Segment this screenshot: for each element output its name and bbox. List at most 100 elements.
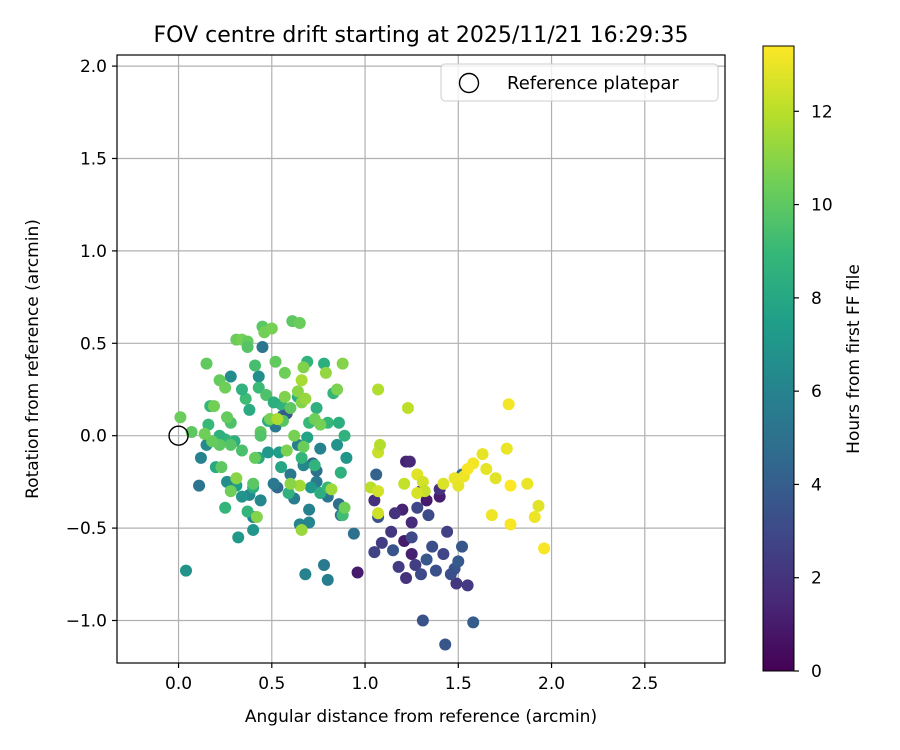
data-point bbox=[224, 370, 237, 383]
data-point bbox=[331, 438, 344, 451]
data-point bbox=[256, 340, 269, 353]
data-point bbox=[207, 400, 220, 413]
data-point bbox=[521, 477, 534, 490]
data-point bbox=[202, 418, 215, 431]
data-point bbox=[295, 374, 308, 387]
colorbar-tick-label: 12 bbox=[811, 102, 833, 122]
x-tick-label: 2.5 bbox=[631, 674, 658, 694]
data-point bbox=[411, 486, 424, 499]
data-point bbox=[368, 546, 381, 559]
data-point bbox=[180, 564, 193, 577]
data-point bbox=[331, 383, 344, 396]
data-point bbox=[174, 411, 187, 424]
data-point bbox=[252, 381, 265, 394]
data-point bbox=[387, 544, 400, 557]
y-tick-label: 0.5 bbox=[80, 334, 107, 354]
data-point bbox=[422, 509, 435, 522]
data-point bbox=[347, 527, 360, 540]
data-point bbox=[267, 477, 280, 490]
data-point bbox=[200, 357, 213, 370]
data-point bbox=[293, 316, 306, 329]
data-point bbox=[504, 479, 517, 492]
data-point bbox=[489, 472, 502, 485]
data-points bbox=[168, 315, 551, 651]
data-point bbox=[254, 494, 267, 507]
data-point bbox=[372, 383, 385, 396]
y-tick-label: 0.0 bbox=[80, 427, 107, 447]
data-point bbox=[295, 523, 308, 536]
data-point bbox=[467, 457, 480, 470]
data-point bbox=[409, 559, 422, 572]
x-axis-label: Angular distance from reference (arcmin) bbox=[245, 707, 597, 727]
data-point bbox=[429, 564, 442, 577]
data-point bbox=[278, 366, 291, 379]
data-point bbox=[502, 398, 515, 411]
data-point bbox=[235, 444, 248, 457]
data-point bbox=[318, 357, 331, 370]
data-point bbox=[310, 401, 323, 414]
x-tick-label: 0.5 bbox=[258, 674, 285, 694]
data-point bbox=[260, 389, 273, 402]
data-point bbox=[295, 451, 308, 464]
data-point bbox=[538, 542, 551, 555]
data-point bbox=[243, 403, 256, 416]
data-point bbox=[221, 475, 234, 488]
data-point bbox=[411, 501, 424, 514]
data-point bbox=[480, 462, 493, 475]
x-tick-label: 2.0 bbox=[538, 674, 565, 694]
data-point bbox=[416, 614, 429, 627]
data-point bbox=[221, 411, 234, 424]
data-point bbox=[219, 381, 232, 394]
data-point bbox=[271, 413, 284, 426]
data-point bbox=[299, 568, 312, 581]
data-point bbox=[370, 468, 383, 481]
data-point bbox=[532, 499, 545, 512]
data-point bbox=[437, 477, 450, 490]
data-point bbox=[230, 472, 243, 485]
data-point bbox=[224, 485, 237, 498]
legend-entry-reference-platepar: Reference platepar bbox=[507, 73, 679, 94]
data-point bbox=[351, 566, 364, 579]
data-point bbox=[249, 359, 262, 372]
data-point bbox=[321, 573, 334, 586]
data-point bbox=[372, 507, 385, 520]
data-point bbox=[420, 553, 433, 566]
colorbar-tick-label: 8 bbox=[811, 289, 822, 309]
data-point bbox=[452, 479, 465, 492]
data-point bbox=[299, 392, 312, 405]
data-point bbox=[215, 461, 228, 474]
plot-frame bbox=[116, 54, 726, 664]
legend-frame bbox=[440, 63, 719, 102]
data-point bbox=[314, 442, 327, 455]
data-point bbox=[461, 579, 474, 592]
y-tick-label: −0.5 bbox=[66, 519, 107, 539]
data-point bbox=[297, 361, 310, 374]
data-point bbox=[194, 451, 207, 464]
data-point bbox=[403, 455, 416, 468]
data-point bbox=[467, 616, 480, 629]
data-point bbox=[280, 444, 293, 457]
data-point bbox=[319, 366, 332, 379]
data-point bbox=[426, 540, 439, 553]
legend-reference-marker bbox=[458, 72, 480, 94]
data-point bbox=[385, 525, 398, 538]
data-point bbox=[504, 518, 517, 531]
chart-title: FOV centre drift starting at 2025/11/21 … bbox=[154, 23, 689, 48]
data-point bbox=[401, 401, 414, 414]
data-point bbox=[275, 461, 288, 474]
data-point bbox=[500, 442, 513, 455]
data-point bbox=[528, 511, 541, 524]
legend: Reference platepar bbox=[440, 63, 719, 102]
data-point bbox=[293, 479, 306, 492]
data-point bbox=[250, 511, 263, 524]
data-point bbox=[325, 483, 338, 496]
data-point bbox=[247, 523, 260, 536]
x-tick-label: 0.0 bbox=[165, 674, 192, 694]
data-point bbox=[308, 459, 321, 472]
data-point bbox=[405, 516, 418, 529]
data-point bbox=[224, 438, 237, 451]
data-point bbox=[232, 531, 245, 544]
data-point bbox=[267, 396, 280, 409]
data-point bbox=[405, 547, 418, 560]
